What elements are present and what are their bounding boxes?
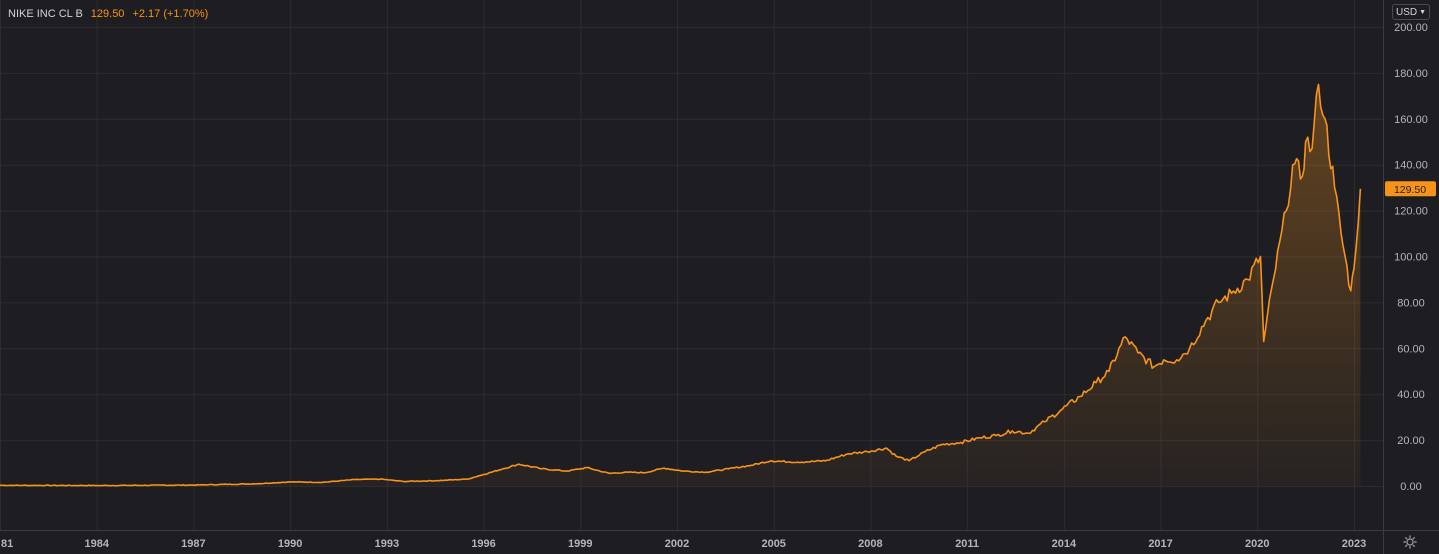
last-price-tag: 129.50 bbox=[1385, 181, 1436, 197]
last-price: 129.50 bbox=[90, 8, 125, 20]
y-tick-label: 80.00 bbox=[1397, 297, 1425, 309]
y-tick-label: 180.00 bbox=[1394, 68, 1428, 80]
x-tick-label: 81 bbox=[1, 538, 13, 550]
x-tick-label: 2005 bbox=[761, 538, 785, 550]
last-price-tag-label: 129.50 bbox=[1394, 184, 1426, 196]
x-tick-label: 1993 bbox=[375, 538, 399, 550]
price-line-path bbox=[0, 83, 1362, 487]
x-tick-label: 1984 bbox=[84, 538, 109, 550]
x-tick-label: 2023 bbox=[1342, 538, 1366, 550]
gear-icon-glyph bbox=[1403, 535, 1417, 549]
x-tick-label: 2008 bbox=[858, 538, 882, 550]
price-change: +2.17 (+1.70%) bbox=[132, 8, 209, 20]
x-axis-ticks: 81 1984 1987 1990 1993 1996 1999 2002 2005 2008 20… bbox=[1, 538, 1366, 550]
y-tick-label: 140.00 bbox=[1394, 160, 1428, 172]
x-tick-label: 1990 bbox=[278, 538, 302, 550]
price-line bbox=[0, 83, 1362, 487]
y-tick-label: 120.00 bbox=[1394, 206, 1428, 218]
y-tick-label: 200.00 bbox=[1394, 22, 1428, 34]
x-tick-label: 1987 bbox=[181, 538, 205, 550]
x-tick-label: 2020 bbox=[1245, 538, 1269, 550]
gear-icon[interactable] bbox=[1400, 532, 1420, 552]
x-tick-label: 2017 bbox=[1148, 538, 1172, 550]
x-tick-label: 2011 bbox=[955, 538, 979, 550]
currency-label: USD bbox=[1395, 6, 1418, 18]
area-fill bbox=[0, 84, 1361, 487]
y-tick-label: 20.00 bbox=[1397, 435, 1425, 447]
x-tick-label: 1999 bbox=[568, 538, 592, 550]
area-fill-path bbox=[0, 84, 1361, 487]
last-price-tag-bg bbox=[1385, 181, 1436, 197]
chevron-down-icon: ▼ bbox=[1419, 8, 1427, 16]
y-tick-label: 40.00 bbox=[1397, 389, 1425, 401]
y-axis-ticks: 200.00 180.00 160.00 140.00 120.00 100.00 80.0… bbox=[1394, 22, 1428, 493]
y-tick-label: 60.00 bbox=[1397, 343, 1425, 355]
x-tick-label: 2002 bbox=[665, 538, 689, 550]
currency-selector[interactable]: USD ▼ bbox=[1392, 4, 1430, 20]
x-tick-label: 2014 bbox=[1052, 538, 1077, 550]
symbol-name: NIKE INC CL B bbox=[8, 8, 83, 20]
y-tick-label: 100.00 bbox=[1394, 252, 1428, 264]
y-tick-label: 160.00 bbox=[1394, 114, 1428, 126]
y-tick-label: 0.00 bbox=[1400, 481, 1421, 493]
chart-legend: NIKE INC CL B 129.50 +2.17 (+1.70%) bbox=[8, 7, 208, 21]
x-tick-label: 1996 bbox=[471, 538, 495, 550]
